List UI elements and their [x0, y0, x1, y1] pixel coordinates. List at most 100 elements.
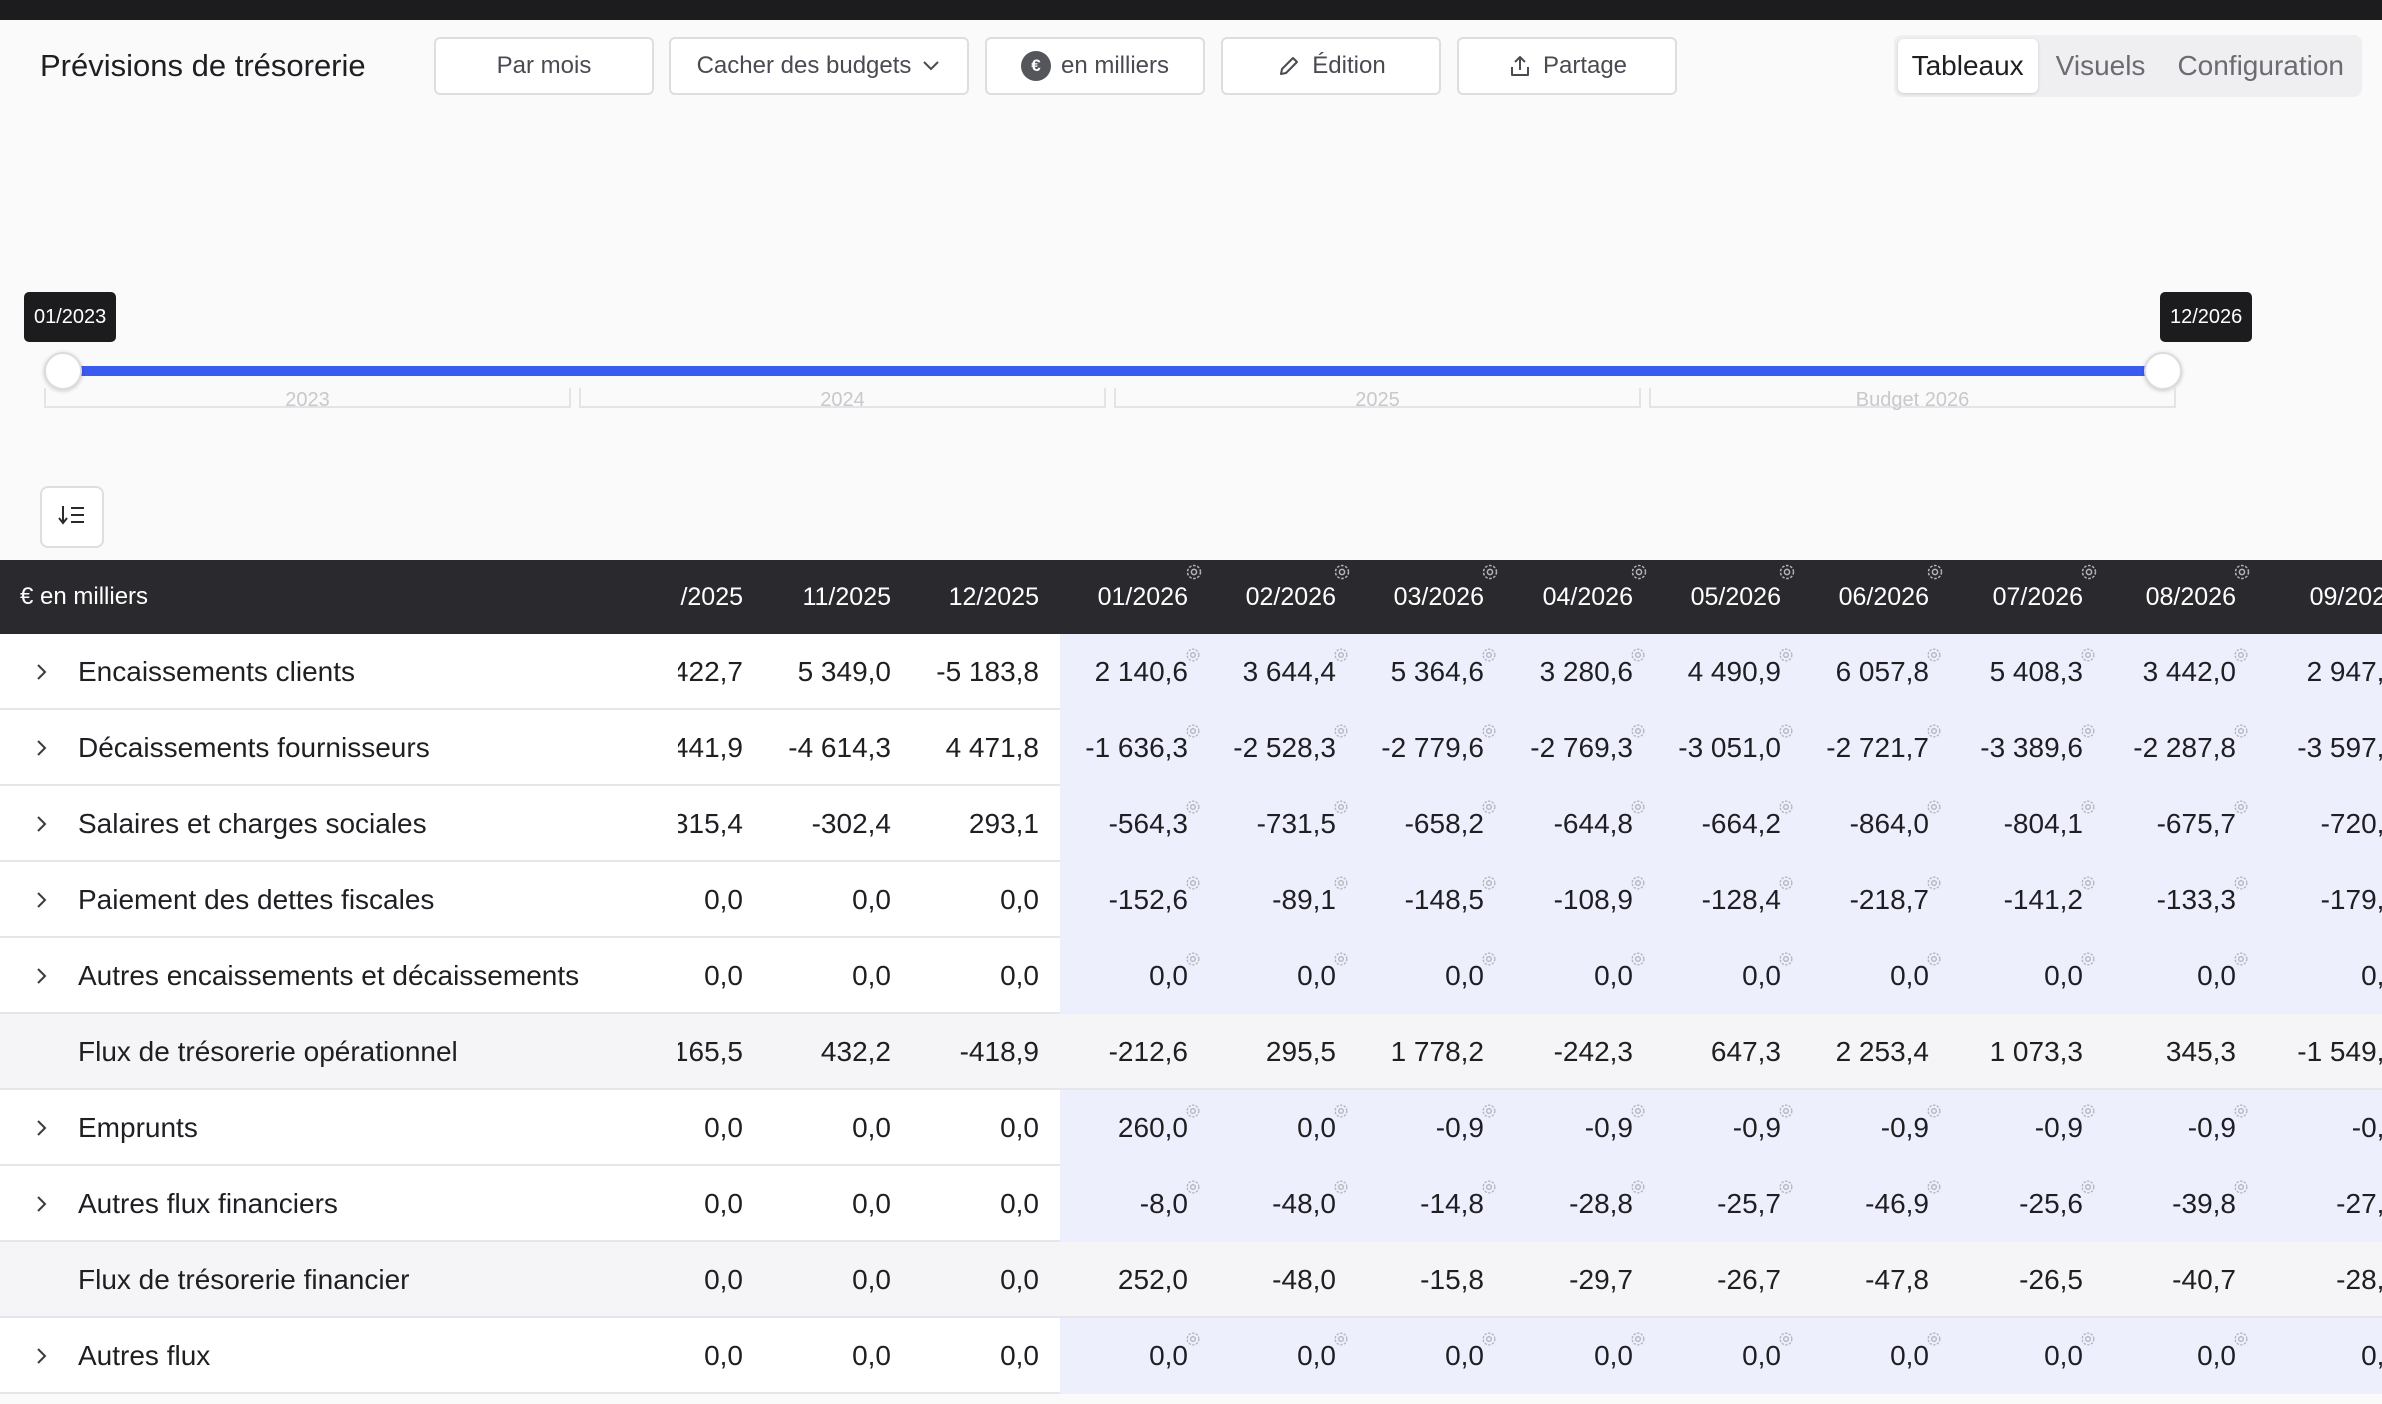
chevron-right-icon[interactable] — [30, 1342, 54, 1370]
tab-tableaux[interactable]: Tableaux — [1897, 39, 2038, 93]
table-cell[interactable]: -25,7 — [1717, 1188, 1781, 1219]
column-settings-icon[interactable] — [1925, 562, 1945, 582]
table-cell[interactable]: -644,8 — [1553, 808, 1633, 839]
table-cell[interactable]: -179,7 — [2320, 884, 2382, 915]
column-settings-icon[interactable] — [1480, 562, 1500, 582]
cell-settings-icon[interactable] — [2079, 722, 2097, 740]
table-cell[interactable]: -0,9 — [1435, 1112, 1484, 1143]
table-cell[interactable]: 0,0 — [2044, 960, 2083, 991]
table-cell[interactable]: 4 490,9 — [1687, 656, 1781, 687]
cell-settings-icon[interactable] — [1777, 874, 1795, 892]
cell-settings-icon[interactable] — [1332, 798, 1350, 816]
cell-settings-icon[interactable] — [1332, 874, 1350, 892]
table-cell[interactable]: -675,7 — [2156, 808, 2236, 839]
cell-settings-icon[interactable] — [1925, 722, 1943, 740]
cell-settings-icon[interactable] — [1480, 950, 1498, 968]
table-cell[interactable]: 2 947,4 — [2306, 656, 2382, 687]
table-row[interactable]: Salaires et charges sociales 315,4 -302,4 2… — [0, 786, 2382, 862]
cell-settings-icon[interactable] — [1629, 1178, 1647, 1196]
year-segment-2025[interactable]: 2025 — [1114, 388, 1641, 410]
table-cell[interactable]: 3 644,4 — [1242, 656, 1336, 687]
table-cell[interactable]: 0,0 — [1149, 1340, 1188, 1371]
cell-settings-icon[interactable] — [1480, 1102, 1498, 1120]
cell-settings-icon[interactable] — [1184, 798, 1202, 816]
cell-settings-icon[interactable] — [1777, 1102, 1795, 1120]
cell-settings-icon[interactable] — [2232, 1330, 2250, 1348]
cell-settings-icon[interactable] — [1629, 798, 1647, 816]
cell-settings-icon[interactable] — [1184, 1178, 1202, 1196]
table-cell[interactable]: -39,8 — [2172, 1188, 2236, 1219]
table-cell[interactable]: -1 636,3 — [1085, 732, 1188, 763]
table-row[interactable]: Décaissements fournisseurs 441,9 -4 614,3 4… — [0, 710, 2382, 786]
table-cell[interactable]: -89,1 — [1272, 884, 1336, 915]
chevron-right-icon[interactable] — [30, 962, 54, 990]
column-settings-icon[interactable] — [2079, 562, 2099, 582]
cell-settings-icon[interactable] — [1332, 646, 1350, 664]
cell-settings-icon[interactable] — [1480, 798, 1498, 816]
cell-settings-icon[interactable] — [2232, 798, 2250, 816]
table-cell[interactable]: 0,0 — [1594, 960, 1633, 991]
tab-visuels[interactable]: Visuels — [2055, 50, 2146, 81]
table-cell[interactable]: -128,4 — [1701, 884, 1781, 915]
cell-settings-icon[interactable] — [1629, 1102, 1647, 1120]
cell-settings-icon[interactable] — [1925, 1102, 1943, 1120]
cell-settings-icon[interactable] — [1777, 1178, 1795, 1196]
table-cell[interactable]: 2 140,6 — [1094, 656, 1188, 687]
cell-settings-icon[interactable] — [1184, 646, 1202, 664]
table-cell[interactable]: 0,0 — [1594, 1340, 1633, 1371]
cell-settings-icon[interactable] — [2232, 1102, 2250, 1120]
cell-settings-icon[interactable] — [1480, 722, 1498, 740]
table-cell[interactable]: -3 597,2 — [2297, 732, 2382, 763]
table-cell[interactable]: 0,0 — [2197, 1340, 2236, 1371]
chevron-right-icon[interactable] — [30, 658, 54, 686]
cell-settings-icon[interactable] — [1777, 798, 1795, 816]
cell-settings-icon[interactable] — [2079, 1330, 2097, 1348]
table-cell[interactable]: -3 389,6 — [1980, 732, 2083, 763]
sort-button[interactable] — [40, 486, 104, 548]
table-cell[interactable]: 0,0 — [2044, 1340, 2083, 1371]
chevron-right-icon[interactable] — [30, 810, 54, 838]
table-row[interactable]: Autres flux 0,0 0,0 0,0 0,0 0,0 0,0 0,0 0,0 0,0 0,… — [0, 1318, 2382, 1394]
cell-settings-icon[interactable] — [1629, 874, 1647, 892]
cell-settings-icon[interactable] — [1777, 722, 1795, 740]
cell-settings-icon[interactable] — [1777, 950, 1795, 968]
chevron-right-icon[interactable] — [30, 1190, 54, 1218]
table-row[interactable]: Encaissements clients 422,7 5 349,0 -5 183,… — [0, 634, 2382, 710]
column-settings-icon[interactable] — [1332, 562, 1352, 582]
table-row[interactable]: Paiement des dettes fiscales 0,0 0,0 0,0 -15… — [0, 862, 2382, 938]
chevron-right-icon[interactable] — [30, 886, 54, 914]
table-cell[interactable]: 0,0 — [1297, 960, 1336, 991]
cell-settings-icon[interactable] — [2079, 874, 2097, 892]
cell-settings-icon[interactable] — [1332, 1330, 1350, 1348]
cell-settings-icon[interactable] — [1332, 950, 1350, 968]
table-cell[interactable]: -804,1 — [2003, 808, 2083, 839]
cell-settings-icon[interactable] — [2232, 950, 2250, 968]
cell-settings-icon[interactable] — [1629, 722, 1647, 740]
table-cell[interactable]: -3 051,0 — [1678, 732, 1781, 763]
table-cell[interactable]: -28,8 — [1569, 1188, 1633, 1219]
table-cell[interactable]: -152,6 — [1108, 884, 1188, 915]
table-cell[interactable]: -864,0 — [1849, 808, 1929, 839]
cell-settings-icon[interactable] — [1332, 1102, 1350, 1120]
table-cell[interactable]: 5 408,3 — [1989, 656, 2083, 687]
table-cell[interactable]: -2 528,3 — [1233, 732, 1336, 763]
table-cell[interactable]: -0,9 — [1584, 1112, 1633, 1143]
cell-settings-icon[interactable] — [1925, 798, 1943, 816]
tab-configuration[interactable]: Configuration — [2177, 50, 2344, 81]
table-cell[interactable]: 0,0 — [2361, 960, 2382, 991]
table-cell[interactable]: -148,5 — [1404, 884, 1484, 915]
period-button[interactable]: Par mois — [434, 37, 654, 95]
table-cell[interactable]: -0,9 — [2187, 1112, 2236, 1143]
cell-settings-icon[interactable] — [1925, 646, 1943, 664]
table-cell[interactable]: -664,2 — [1701, 808, 1781, 839]
table-cell[interactable]: 0,0 — [1149, 960, 1188, 991]
cell-settings-icon[interactable] — [2079, 1178, 2097, 1196]
table-cell[interactable]: -46,9 — [1865, 1188, 1929, 1219]
table-cell[interactable]: 3 280,6 — [1539, 656, 1633, 687]
table-cell[interactable]: -0,9 — [1880, 1112, 1929, 1143]
cell-settings-icon[interactable] — [2232, 1178, 2250, 1196]
cell-settings-icon[interactable] — [1480, 646, 1498, 664]
table-cell[interactable]: -2 779,6 — [1381, 732, 1484, 763]
table-cell[interactable]: -2 721,7 — [1826, 732, 1929, 763]
column-settings-icon[interactable] — [1184, 562, 1204, 582]
